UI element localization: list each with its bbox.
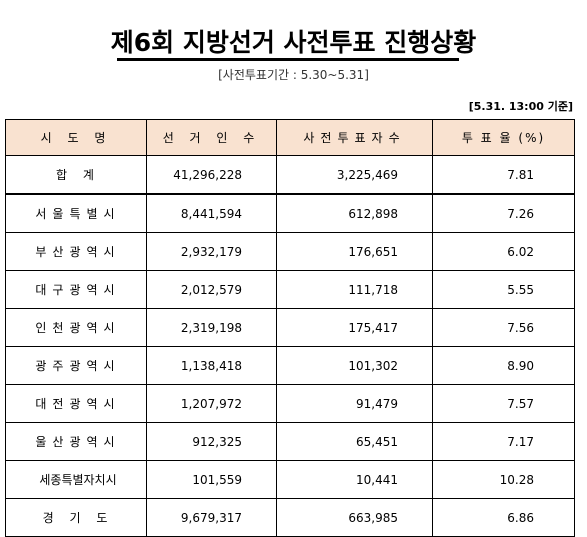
cell-electors: 2,932,179 <box>146 232 277 271</box>
cell-region: 대구광역시 <box>5 270 147 309</box>
table-row: 대구광역시 2,012,579 111,718 5.55 <box>5 270 575 309</box>
title-underline <box>117 58 459 61</box>
cell-electors: 101,559 <box>146 460 277 499</box>
cell-turnout-rate: 8.90 <box>432 346 575 385</box>
cell-electors: 1,207,972 <box>146 384 277 423</box>
table-row: 세종특별자치시 101,559 10,441 10.28 <box>5 460 575 499</box>
cell-region: 광주광역시 <box>5 346 147 385</box>
document-title: 제6회 지방선거 사전투표 진행상황 <box>110 28 477 57</box>
table-header-row: 시 도 명 선 거 인 수 사전투표자수 투 표 율 (%) <box>5 119 575 156</box>
cell-region: 울산광역시 <box>5 422 147 461</box>
table-row: 울산광역시 912,325 65,451 7.17 <box>5 422 575 461</box>
cell-early-voters: 101,302 <box>276 346 433 385</box>
cell-region: 부산광역시 <box>5 232 147 271</box>
cell-early-voters: 10,441 <box>276 460 433 499</box>
table-row: 부산광역시 2,932,179 176,651 6.02 <box>5 232 575 271</box>
voting-period: [사전투표기간 : 5.30~5.31] <box>218 68 369 82</box>
cell-region: 세종특별자치시 <box>5 460 147 499</box>
cell-early-voters: 3,225,469 <box>276 155 433 195</box>
table-row: 서울특별시 8,441,594 612,898 7.26 <box>5 193 575 233</box>
cell-electors: 8,441,594 <box>146 193 277 233</box>
cell-turnout-rate: 10.28 <box>432 460 575 499</box>
turnout-table: 시 도 명 선 거 인 수 사전투표자수 투 표 율 (%) 합 계 41,29… <box>5 119 575 537</box>
cell-early-voters: 175,417 <box>276 308 433 347</box>
cell-electors: 2,319,198 <box>146 308 277 347</box>
cell-electors: 41,296,228 <box>146 155 277 195</box>
table-row: 인천광역시 2,319,198 175,417 7.56 <box>5 308 575 347</box>
cell-turnout-rate: 5.55 <box>432 270 575 309</box>
table-row: 대전광역시 1,207,972 91,479 7.57 <box>5 384 575 423</box>
header-turnout-rate: 투 표 율 (%) <box>432 119 575 156</box>
cell-turnout-rate: 7.57 <box>432 384 575 423</box>
cell-turnout-rate: 6.02 <box>432 232 575 271</box>
table-row: 합 계 41,296,228 3,225,469 7.81 <box>5 155 575 195</box>
cell-electors: 2,012,579 <box>146 270 277 309</box>
cell-region: 대전광역시 <box>5 384 147 423</box>
table-row: 광주광역시 1,138,418 101,302 8.90 <box>5 346 575 385</box>
cell-turnout-rate: 7.81 <box>432 155 575 195</box>
header-early-voters: 사전투표자수 <box>276 119 433 156</box>
cell-early-voters: 111,718 <box>276 270 433 309</box>
cell-region: 합 계 <box>5 155 147 195</box>
cell-electors: 912,325 <box>146 422 277 461</box>
header-region: 시 도 명 <box>5 119 147 156</box>
cell-early-voters: 65,451 <box>276 422 433 461</box>
reference-time: [5.31. 13:00 기준] <box>468 100 573 113</box>
cell-turnout-rate: 7.56 <box>432 308 575 347</box>
cell-early-voters: 612,898 <box>276 193 433 233</box>
cell-turnout-rate: 7.26 <box>432 193 575 233</box>
cell-early-voters: 91,479 <box>276 384 433 423</box>
cell-region: 서울특별시 <box>5 193 147 233</box>
header-electors: 선 거 인 수 <box>146 119 277 156</box>
cell-electors: 1,138,418 <box>146 346 277 385</box>
cell-early-voters: 176,651 <box>276 232 433 271</box>
cell-region: 인천광역시 <box>5 308 147 347</box>
cell-turnout-rate: 7.17 <box>432 422 575 461</box>
